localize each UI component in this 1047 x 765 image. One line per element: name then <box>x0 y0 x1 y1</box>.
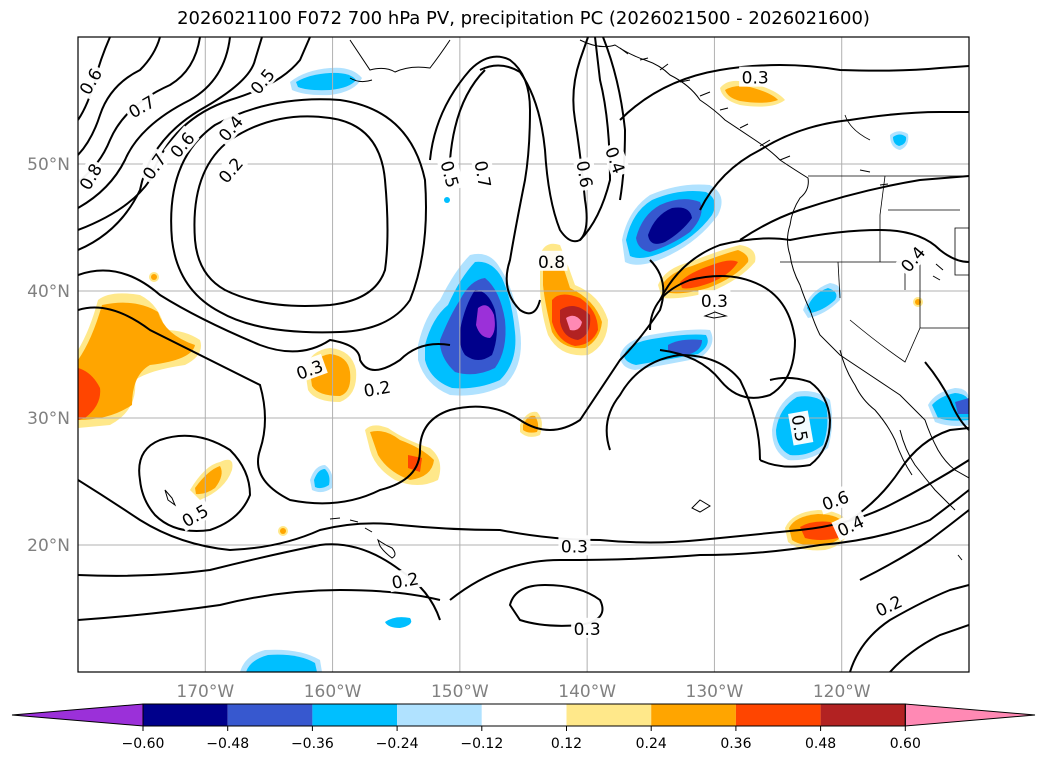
svg-text:0.5: 0.5 <box>247 65 280 99</box>
colorbar-tick-label: −0.12 <box>460 736 503 752</box>
colorbar-segment <box>735 704 821 726</box>
colorbar-tick-label: 0.36 <box>720 736 751 752</box>
svg-text:0.8: 0.8 <box>538 253 565 273</box>
precip-blob-coast-north <box>890 131 909 150</box>
precip-blob-california <box>803 283 842 318</box>
precip-blob-bottom <box>240 649 322 672</box>
precip-blob-142w <box>540 243 608 356</box>
colorbar-tick-label: −0.60 <box>122 736 165 752</box>
contour-label: 0.3 <box>739 66 772 89</box>
lat-tick-label: 30°N <box>27 409 70 429</box>
svg-text:0.2: 0.2 <box>362 378 392 402</box>
lat-tick-label: 20°N <box>27 536 70 556</box>
colorbar-tick-label: −0.36 <box>291 736 334 752</box>
gridlines <box>78 37 969 672</box>
contour-label: 0.6 <box>571 156 599 192</box>
precip-blob-aleutian <box>290 67 362 96</box>
precip-dot <box>915 299 921 305</box>
coastlines <box>164 39 969 561</box>
colorbar-segment <box>481 704 567 726</box>
precip-blob-ne <box>720 80 785 107</box>
svg-text:0.3: 0.3 <box>574 620 601 640</box>
contour-label: 0.5 <box>175 498 214 532</box>
contour-label: 0.3 <box>698 290 731 312</box>
colorbar-tick-label: −0.48 <box>206 736 249 752</box>
svg-text:0.3: 0.3 <box>742 69 769 89</box>
svg-text:0.5: 0.5 <box>787 413 811 443</box>
lat-tick-label: 40°N <box>27 282 70 302</box>
colorbar-segment <box>397 704 482 726</box>
contour-label: 0.5 <box>243 62 280 100</box>
lon-tick-label: 140°W <box>558 682 616 702</box>
lon-tick-label: 160°W <box>304 682 362 702</box>
svg-text:0.2: 0.2 <box>390 569 420 593</box>
map-frame <box>77 36 970 673</box>
svg-text:0.6: 0.6 <box>571 159 595 189</box>
contour-label: 0.2 <box>212 151 248 189</box>
colorbar: −0.60 −0.48 −0.36 −0.24 −0.12 0.12 0.24 0.36 0.4… <box>11 703 1036 752</box>
lat-tick-label: 50°N <box>27 155 70 175</box>
contour-label: 0.3 <box>290 353 328 385</box>
svg-text:0.7: 0.7 <box>470 159 494 189</box>
svg-text:0.2: 0.2 <box>215 154 248 188</box>
map-title: 2026021100 F072 700 hPa PV, precipitatio… <box>177 8 870 29</box>
colorbar-segment <box>312 704 398 726</box>
contour-label: 0.4 <box>212 109 248 147</box>
precip-blob-132w <box>622 184 722 265</box>
contour-label: 0.7 <box>470 156 497 192</box>
longitude-labels: 170°W 160°W 150°W 140°W 130°W 120°W <box>176 682 870 702</box>
contour-label: 0.4 <box>600 141 631 179</box>
precip-dot <box>444 197 450 203</box>
svg-text:0.3: 0.3 <box>561 537 588 557</box>
precip-dot <box>280 528 286 534</box>
colorbar-extend-max <box>904 703 1036 727</box>
colorbar-segment <box>566 704 652 726</box>
contour-label: 0.4 <box>894 239 931 278</box>
precip-blob-sw <box>190 459 233 500</box>
precip-blob-far-east <box>928 388 969 426</box>
precip-blob-150w <box>418 253 521 396</box>
contour-label: 0.7 <box>122 89 160 123</box>
colorbar-segment <box>651 704 736 726</box>
svg-text:0.6: 0.6 <box>167 129 200 163</box>
precip-blob-131w-south <box>620 329 713 370</box>
colorbar-segment <box>820 704 906 726</box>
lon-tick-label: 170°W <box>176 682 234 702</box>
svg-text:0.3: 0.3 <box>701 292 728 312</box>
lon-tick-label: 120°W <box>813 682 871 702</box>
precip-blob-121w <box>785 510 850 551</box>
svg-text:0.4: 0.4 <box>215 112 248 146</box>
colorbar-tick-label: 0.48 <box>805 736 836 752</box>
svg-text:0.4: 0.4 <box>897 243 930 277</box>
colorbar-segment <box>227 704 313 726</box>
colorbar-tick-label: 0.24 <box>636 736 667 752</box>
contour-label: 0.2 <box>869 589 908 622</box>
precip-blob-south <box>385 617 412 628</box>
colorbar-tick-label: 0.12 <box>551 736 582 752</box>
precip-blob-143w <box>520 411 542 437</box>
precip-blob-155w <box>365 425 441 485</box>
precip-blob-161w <box>310 465 333 493</box>
colorbar-extend-min <box>11 703 144 727</box>
svg-text:0.7: 0.7 <box>139 150 171 184</box>
pv-contours <box>78 37 969 672</box>
latitude-labels: 20°N 30°N 40°N 50°N <box>27 155 70 556</box>
colorbar-tick-label: 0.60 <box>890 736 921 752</box>
lon-tick-label: 150°W <box>431 682 489 702</box>
contour-label: 0.3 <box>558 535 591 557</box>
precip-blob-west <box>78 293 201 428</box>
contour-label: 0.3 <box>571 617 604 640</box>
contour-labels: 0.60.70.50.60.70.40.8 0.2 0.5 0.7 0.6 0.40.80… <box>73 62 931 640</box>
contour-label: 0.2 <box>359 375 395 402</box>
lon-tick-label: 130°W <box>686 682 744 702</box>
contour-label: 0.2 <box>387 566 423 594</box>
colorbar-segment <box>143 704 228 726</box>
contour-label: 0.5 <box>787 410 814 446</box>
contour-label: 0.8 <box>535 250 568 273</box>
colorbar-tick-label: −0.24 <box>376 736 419 752</box>
precip-dot <box>151 274 157 280</box>
